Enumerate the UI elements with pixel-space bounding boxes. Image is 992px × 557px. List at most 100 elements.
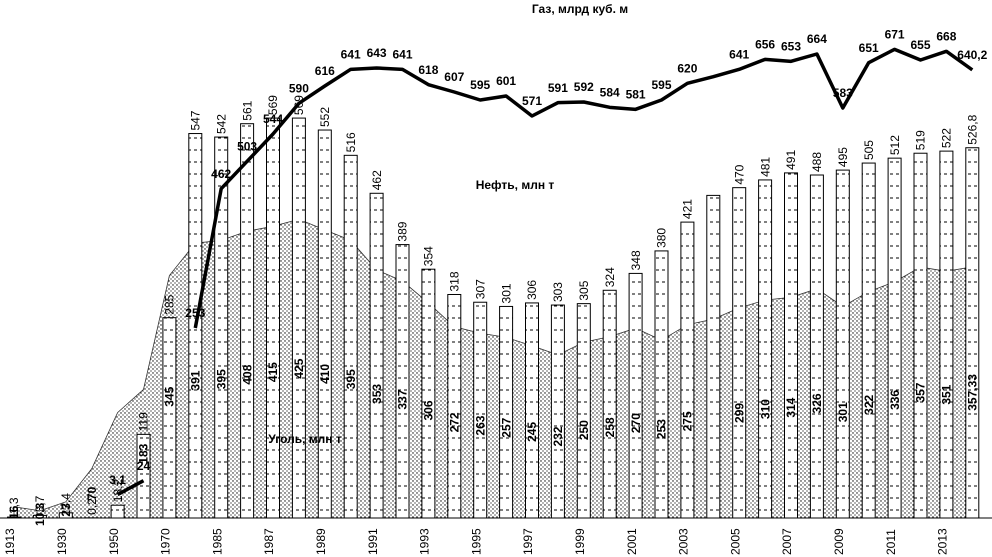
oil-label: 519 [914, 130, 928, 150]
series-name: Уголь, млн т [268, 432, 342, 446]
coal-label: 326 [810, 393, 824, 413]
coal-label: 408 [240, 364, 254, 384]
oil-label: 470 [732, 164, 746, 184]
gas-label: 671 [885, 28, 905, 42]
x-tick-label: 2003 [677, 528, 691, 555]
coal-label: 301 [836, 402, 850, 422]
coal-label: 183 [137, 443, 151, 463]
coal-label: 70 [85, 486, 99, 500]
coal-label: 245 [525, 422, 539, 442]
x-tick-label: 2013 [936, 528, 950, 555]
oil-bar [835, 169, 850, 519]
oil-label: 307 [473, 279, 487, 299]
gas-label: 24 [137, 459, 151, 473]
oil-label: 301 [499, 283, 513, 303]
coal-label: 357 [914, 382, 928, 402]
oil-bar [266, 117, 280, 519]
gas-label: 583 [833, 86, 853, 100]
x-tick-label: 2001 [625, 528, 639, 555]
oil-label: 324 [603, 267, 617, 287]
coal-label: 263 [473, 415, 487, 435]
oil-bar [240, 123, 255, 519]
oil-label: 354 [422, 246, 436, 266]
gas-label: 651 [859, 41, 879, 55]
x-tick-label: 1987 [262, 528, 276, 555]
gas-line [116, 479, 145, 497]
oil-label: 303 [551, 282, 565, 302]
x-tick-label: 2007 [780, 528, 794, 555]
oil-label: 421 [681, 199, 695, 219]
x-tick-label: 1995 [469, 528, 483, 555]
gas-label: 591 [548, 81, 568, 95]
gas-label: 655 [910, 38, 930, 52]
oil-label: 491 [784, 150, 798, 170]
x-tick-label: 1989 [314, 528, 328, 555]
oil-label: 488 [810, 152, 824, 172]
gas-label: 653 [781, 40, 801, 54]
oil-label: 481 [758, 157, 772, 177]
x-tick-label: 1970 [159, 528, 173, 555]
x-tick-label: 1999 [573, 528, 587, 555]
gas-label: 590 [289, 82, 309, 96]
oil-bar [291, 117, 306, 519]
x-tick-label: 1997 [521, 528, 535, 555]
oil-bar [395, 244, 410, 519]
oil-bar [654, 250, 669, 519]
coal-label: 270 [629, 413, 643, 433]
oil-bar [628, 272, 643, 519]
gas-label: 668 [936, 30, 956, 44]
coal-label: 275 [681, 411, 695, 431]
coal-label: 395 [344, 369, 358, 389]
coal-label: 322 [862, 395, 876, 415]
x-tick-label: 1930 [55, 528, 69, 555]
coal-label: 337 [396, 389, 410, 409]
gas-label: 641 [392, 48, 412, 62]
gas-label: 656 [755, 38, 775, 52]
gas-label: 462 [211, 167, 231, 181]
oil-label: 512 [888, 135, 902, 155]
gas-label: 503 [237, 140, 257, 154]
coal-label: 395 [214, 369, 228, 389]
oil-bar [680, 221, 695, 519]
coal-label: 232 [551, 426, 565, 446]
oil-label: 380 [655, 228, 669, 248]
coal-label: 425 [292, 358, 306, 378]
oil-bar [758, 179, 773, 519]
oil-bar [317, 129, 332, 519]
oil-bar [162, 317, 177, 519]
oil-bar [784, 172, 798, 519]
oil-label: 462 [370, 170, 384, 190]
coal-label: 257 [499, 417, 513, 437]
oil-label: 389 [396, 221, 410, 241]
oil-bar [343, 154, 358, 519]
oil-label: 505 [862, 140, 876, 160]
oil-bar [913, 152, 928, 519]
gas-label: 595 [651, 78, 671, 92]
oil-bar [421, 268, 436, 519]
oil-bar [550, 304, 565, 519]
series-name: Газ, млрд куб. м [532, 2, 628, 16]
oil-bar [887, 157, 902, 519]
coal-label: 415 [266, 362, 280, 382]
gas-label: 618 [418, 63, 438, 77]
gas-label: 592 [574, 80, 594, 94]
oil-label: 547 [188, 110, 202, 130]
oil-label: 285 [163, 294, 177, 314]
gas-label: 584 [600, 86, 620, 100]
x-tick-label: 1991 [366, 528, 380, 555]
x-tick-label: 1913 [3, 528, 17, 555]
gas-label: 640,2 [957, 48, 987, 62]
oil-bar [602, 289, 617, 519]
oil-bar [576, 303, 591, 519]
x-tick-label: 2011 [884, 529, 898, 555]
x-tick-label: 2009 [832, 528, 846, 555]
oil-bar [369, 192, 384, 519]
coal-label: 351 [940, 384, 954, 404]
oil-bar [965, 147, 980, 519]
oil-label: 1,3 [7, 497, 21, 514]
oil-label: 552 [318, 107, 332, 127]
oil-bar [809, 174, 824, 519]
gas-line [193, 47, 974, 329]
oil-label: 18,2 [111, 479, 125, 503]
